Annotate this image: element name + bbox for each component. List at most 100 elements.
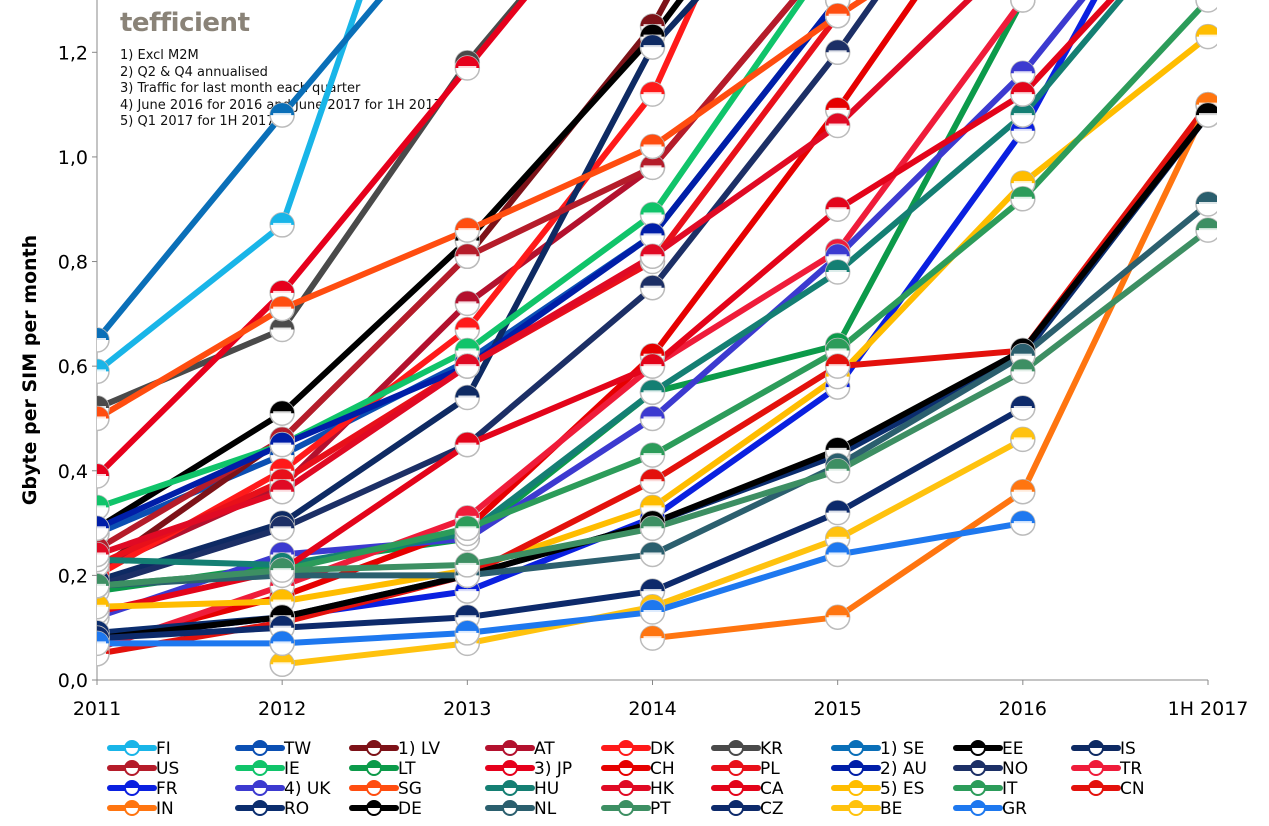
legend-item: BE bbox=[831, 799, 902, 819]
legend-flag-icon-top bbox=[367, 781, 381, 788]
legend-flag-icon-top bbox=[253, 761, 267, 768]
flag-marker-top bbox=[640, 223, 665, 236]
flag-marker-band bbox=[643, 552, 662, 557]
flag-marker-band bbox=[643, 364, 662, 369]
flag-marker-top bbox=[270, 652, 295, 665]
flag-marker-top bbox=[270, 542, 295, 555]
legend-flag-icon-top bbox=[367, 741, 381, 748]
legend-item: IS bbox=[1071, 739, 1136, 759]
legend-item: 3) JP bbox=[485, 759, 572, 779]
data-point bbox=[97, 405, 110, 432]
data-point bbox=[1010, 186, 1036, 212]
data-point bbox=[97, 494, 110, 521]
flag-marker-band bbox=[97, 338, 106, 342]
legend-item: PT bbox=[601, 799, 671, 819]
data-point bbox=[1195, 23, 1217, 50]
flag-marker-band bbox=[1199, 202, 1217, 206]
flag-marker-top bbox=[640, 82, 665, 95]
legend-label: CA bbox=[760, 779, 784, 799]
flag-marker-band bbox=[273, 222, 292, 227]
flag-marker-band bbox=[1199, 34, 1217, 39]
flag-marker-band bbox=[458, 395, 477, 400]
data-point bbox=[269, 431, 295, 458]
legend-flag-icon-top bbox=[729, 781, 743, 788]
flag-marker-top bbox=[825, 500, 850, 513]
y-tick-label: 0,2 bbox=[58, 565, 88, 587]
legend-flag-icon-top bbox=[125, 761, 139, 768]
flag-marker-top bbox=[455, 56, 480, 68]
flag-marker-band bbox=[1013, 406, 1032, 410]
legend-label: KR bbox=[760, 739, 783, 759]
data-point bbox=[97, 594, 110, 620]
flag-marker-top bbox=[270, 631, 295, 644]
flag-marker-band bbox=[643, 390, 662, 395]
flag-marker-top bbox=[825, 437, 850, 450]
flag-marker-band bbox=[643, 610, 662, 614]
data-point bbox=[824, 458, 851, 484]
legend-flag-icon-top bbox=[619, 741, 633, 748]
data-point bbox=[824, 2, 851, 29]
legend-label: PL bbox=[760, 759, 780, 779]
legend-item: IE bbox=[235, 759, 300, 779]
flag-marker-band bbox=[273, 489, 292, 494]
data-point bbox=[639, 201, 666, 228]
flag-marker-band bbox=[828, 254, 847, 259]
data-point bbox=[824, 39, 851, 66]
legend-label: US bbox=[156, 759, 179, 779]
legend-item: TW bbox=[235, 739, 311, 759]
legend-flag-icon-top bbox=[971, 761, 985, 768]
data-point bbox=[454, 243, 481, 270]
legend-item: NL bbox=[485, 799, 557, 819]
legend-label: HU bbox=[534, 779, 559, 799]
legend-label: 1) SE bbox=[880, 739, 924, 759]
data-point bbox=[454, 620, 481, 646]
flag-marker-band bbox=[828, 107, 847, 112]
flag-marker-top bbox=[455, 605, 480, 618]
flag-marker-top bbox=[825, 244, 850, 257]
legend-label: 2) AU bbox=[880, 759, 927, 779]
flag-marker-band bbox=[643, 144, 662, 149]
data-point bbox=[97, 541, 110, 568]
data-point bbox=[824, 196, 851, 222]
flag-marker-band bbox=[828, 123, 847, 128]
legend-item: 2) AU bbox=[831, 759, 927, 779]
legend-flag-icon-top bbox=[503, 741, 517, 748]
data-point bbox=[454, 316, 481, 343]
data-point bbox=[269, 102, 295, 128]
flag-marker-band bbox=[1199, 228, 1217, 233]
flag-marker-band bbox=[97, 526, 106, 531]
data-point bbox=[1010, 60, 1036, 86]
legend-item: 5) ES bbox=[831, 779, 924, 799]
data-point bbox=[1010, 358, 1036, 385]
flag-marker-top bbox=[1196, 24, 1217, 37]
legend-flag-icon-top bbox=[367, 761, 381, 768]
flag-marker-top bbox=[270, 615, 295, 628]
flag-marker-band bbox=[643, 636, 662, 641]
flag-marker-top bbox=[825, 3, 850, 16]
flag-marker-top bbox=[640, 354, 665, 367]
flag-marker-band bbox=[273, 625, 292, 630]
legend-item: FR bbox=[107, 779, 178, 799]
flag-marker-top bbox=[640, 443, 665, 456]
flag-marker-top bbox=[1010, 186, 1035, 199]
legend-label: IS bbox=[1120, 739, 1136, 759]
flag-marker-top bbox=[825, 197, 850, 210]
flag-marker-top bbox=[455, 552, 480, 565]
flag-marker-band bbox=[273, 290, 292, 295]
data-point bbox=[639, 442, 666, 468]
flag-marker-band bbox=[273, 113, 292, 118]
flag-marker-top bbox=[97, 516, 109, 529]
flag-marker-band bbox=[273, 599, 292, 604]
data-point bbox=[639, 541, 666, 568]
legend-item: IN bbox=[107, 799, 174, 819]
data-point bbox=[639, 379, 666, 406]
flag-marker-band bbox=[828, 552, 847, 557]
flag-marker-band bbox=[458, 364, 477, 369]
legend-item: 1) SE bbox=[831, 739, 924, 759]
legend-item: CH bbox=[601, 759, 675, 779]
data-point bbox=[1195, 102, 1217, 128]
flag-marker-band bbox=[273, 442, 292, 447]
flag-marker-band bbox=[273, 662, 292, 667]
flag-marker-band bbox=[1013, 437, 1032, 442]
y-tick-label: 1,0 bbox=[58, 147, 88, 169]
